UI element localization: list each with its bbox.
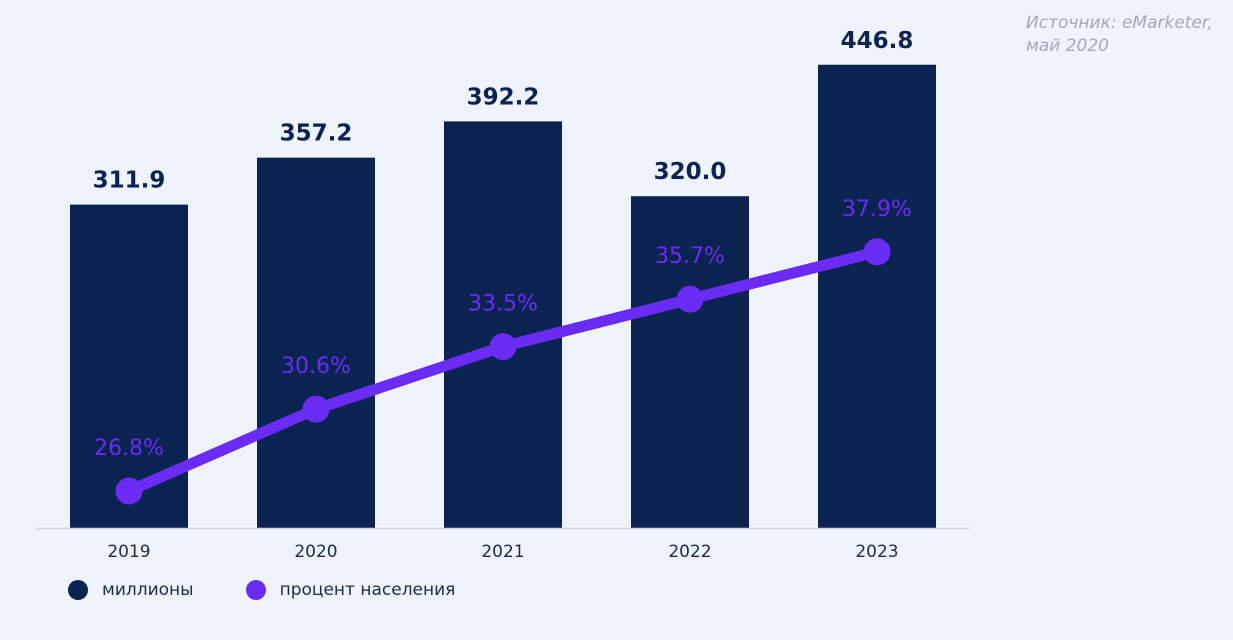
percent-value-label: 33.5%	[468, 292, 538, 317]
bar-2021	[444, 121, 562, 529]
percent-value-label: 26.8%	[94, 436, 164, 461]
legend: миллионы процент населения	[68, 580, 507, 600]
legend-item-bars: миллионы	[68, 580, 194, 600]
bar-value-label: 320.0	[654, 159, 727, 185]
legend-item-line: процент населения	[245, 580, 456, 600]
x-tick-label: 2020	[294, 542, 337, 562]
percent-point-2023	[863, 238, 891, 266]
legend-label-line: процент населения	[279, 580, 456, 600]
bar-2020	[257, 157, 375, 529]
legend-swatch-line	[245, 580, 266, 600]
x-tick-label: 2019	[107, 542, 150, 562]
percent-point-2022	[676, 285, 704, 313]
bar-value-label: 357.2	[280, 121, 353, 147]
percent-point-2021	[489, 333, 517, 361]
bar-value-label: 392.2	[467, 84, 540, 110]
percent-value-label: 37.9%	[842, 197, 912, 222]
bar-value-label: 311.9	[93, 168, 166, 194]
bar-2022	[631, 196, 749, 528]
source-note: Источник: eMarketer, май 2020	[1026, 12, 1226, 58]
x-tick-label: 2023	[855, 542, 898, 562]
source-line-2: май 2020	[1026, 36, 1109, 56]
bar-2023	[818, 64, 936, 529]
percent-value-label: 30.6%	[281, 354, 351, 379]
bar-value-label: 446.8	[841, 28, 914, 54]
legend-label-bars: миллионы	[102, 580, 194, 600]
percent-point-2019	[115, 477, 143, 505]
legend-swatch-bars	[68, 580, 88, 600]
source-line-1: Источник: eMarketer,	[1026, 13, 1213, 33]
percent-value-label: 35.7%	[655, 244, 725, 269]
x-tick-label: 2022	[668, 542, 711, 562]
percent-point-2020	[302, 395, 330, 423]
x-tick-label: 2021	[481, 542, 524, 562]
